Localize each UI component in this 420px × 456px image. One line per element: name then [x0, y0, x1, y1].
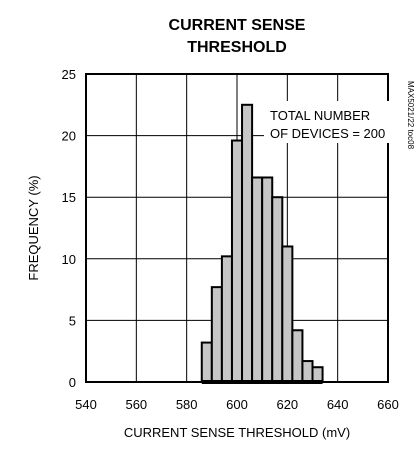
y-tick-label: 10 — [62, 252, 76, 267]
histogram-bar — [230, 139, 244, 383]
x-tick-label: 560 — [125, 397, 147, 412]
y-tick-label: 15 — [62, 190, 76, 205]
y-tick-label: 5 — [69, 313, 76, 328]
histogram-bar — [311, 366, 324, 384]
histogram-bar — [220, 255, 233, 383]
x-tick-label: 600 — [226, 397, 248, 412]
x-tick-label: 660 — [377, 397, 399, 412]
figure-id-label: MAX5021/22 toc08 — [406, 81, 415, 150]
histogram-bar — [271, 196, 284, 383]
y-tick-label: 20 — [62, 129, 76, 144]
x-tick-label: 640 — [327, 397, 349, 412]
y-tick-label: 0 — [69, 375, 76, 390]
x-tick-label: 620 — [276, 397, 298, 412]
histogram-bar — [291, 329, 304, 384]
histogram-bar — [281, 245, 294, 383]
chart-title-line-2: THRESHOLD — [187, 39, 287, 56]
histogram-bar — [301, 360, 314, 383]
bars-layer — [200, 103, 324, 384]
histogram-bar — [261, 176, 274, 383]
chart-title-line-1: CURRENT SENSE — [169, 17, 306, 34]
histogram-bar — [251, 176, 264, 383]
y-tick-label: 25 — [62, 67, 76, 82]
y-axis-label: FREQUENCY (%) — [26, 175, 41, 280]
histogram-bar — [241, 103, 254, 384]
x-tick-label: 540 — [75, 397, 97, 412]
histogram-bar — [200, 341, 213, 383]
x-axis-label: CURRENT SENSE THRESHOLD (mV) — [124, 425, 350, 440]
histogram-bar — [210, 286, 223, 383]
x-tick-label: 580 — [176, 397, 198, 412]
tick-labels: 540 560 580 600 620 640 660 0 5 10 15 20 25 — [62, 67, 399, 412]
annotation-background — [264, 101, 390, 143]
annotation-line-1: TOTAL NUMBER — [270, 108, 370, 123]
axes-layer — [85, 73, 389, 384]
annotation-line-2: OF DEVICES = 200 — [270, 126, 385, 141]
